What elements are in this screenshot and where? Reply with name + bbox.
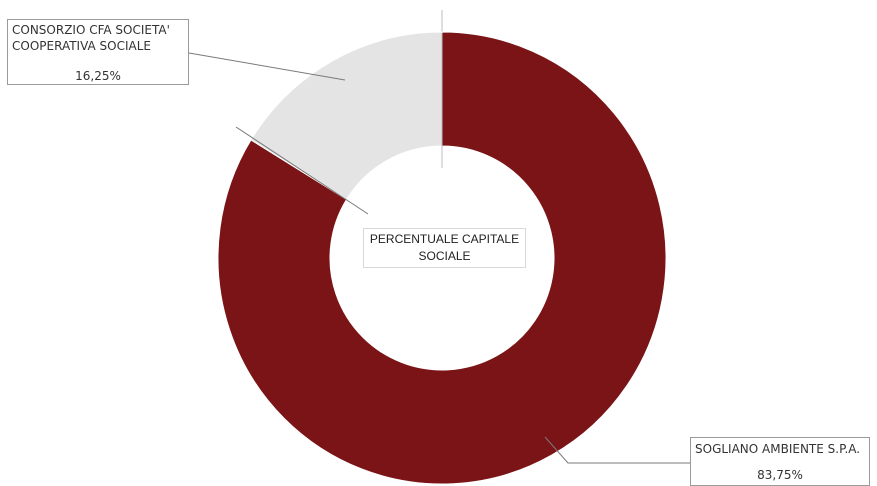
slice-label-consorzio-line2: COOPERATIVA SOCIALE [12,39,152,53]
slice-label-consorzio-line1: CONSORZIO CFA SOCIETA' [12,23,170,37]
chart-center-title-line2: SOCIALE [418,249,471,263]
slice-label-sogliano-line1: SOGLIANO AMBIENTE S.P.A. [695,442,861,456]
slice-value-sogliano: 83,75% [757,468,803,482]
leader-line-consorzio [188,52,346,81]
chart-center-title: PERCENTUALE CAPITALE SOCIALE [363,228,526,268]
leader-tick-consorzio [235,126,369,215]
slice-value-consorzio: 16,25% [75,69,121,83]
slice-sogliano [217,31,667,485]
leader-line-sogliano [544,436,690,464]
chart-center-title-line1: PERCENTUALE CAPITALE [369,232,520,246]
slice-label-consorzio: CONSORZIO CFA SOCIETA' COOPERATIVA SOCIA… [7,19,189,85]
slice-label-sogliano: SOGLIANO AMBIENTE S.P.A. 83,75% [690,437,870,486]
slice-consorzio [250,31,443,201]
